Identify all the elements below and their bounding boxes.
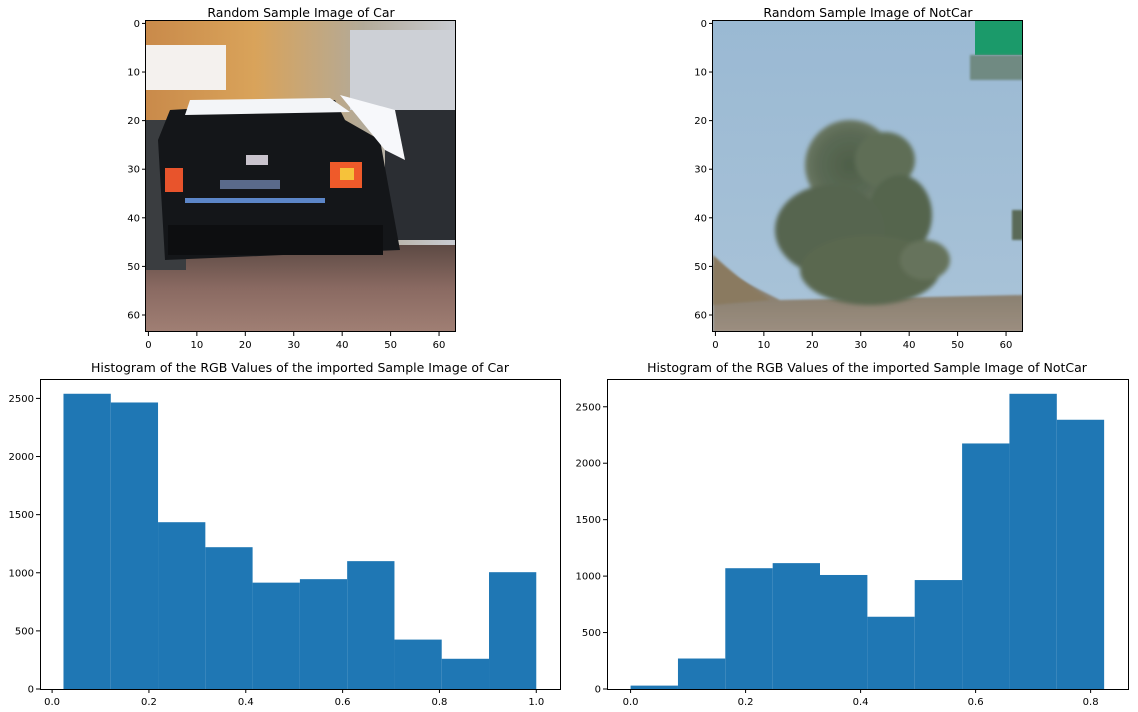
car-histogram-bar-5: [299, 579, 348, 689]
car-histogram-xtick-label-4: 0.8: [431, 697, 447, 708]
notcar-image-xtick-label-3: 30: [854, 340, 867, 351]
notcar-histogram-xtick-label-1: 0.2: [738, 697, 754, 708]
car-histogram-ytick-label-2: 1000: [9, 568, 34, 579]
notcar-image: [713, 21, 1023, 332]
car-histogram-bar-3: [205, 547, 253, 689]
notcar-image-xtick-label-4: 40: [903, 340, 916, 351]
car-image-xtick-label-0: 0: [145, 340, 151, 351]
car-histogram-xtick-label-2: 0.4: [238, 697, 254, 708]
notcar-histogram-frame: [607, 379, 1129, 690]
notcar-image-ytick-label-2: 20: [694, 116, 707, 127]
car-image-xtick-label-1: 10: [190, 340, 203, 351]
car-histogram-xtick-label-5: 1.0: [528, 697, 544, 708]
car-histogram-ytick-label-0: 0: [28, 685, 34, 696]
notcar-histogram-ytick-label-4: 2000: [576, 459, 601, 470]
car-image-xtick-label-6: 60: [433, 340, 446, 351]
notcar-histogram-bar-7: [962, 443, 1010, 689]
notcar-image-ytick-label-6: 60: [694, 310, 707, 321]
car-image-ytick-label-3: 30: [127, 165, 140, 176]
notcar-histogram-bar-4: [820, 574, 868, 689]
car-histogram-bar-6: [347, 561, 395, 689]
notcar-histogram-plot: 0.0 0.2 0.4 0.6 0.8 0 500 1000 1500 2000 2500: [576, 379, 1129, 708]
car-image-ytick-label-6: 60: [127, 310, 140, 321]
car-image-xtick-label-5: 50: [384, 340, 397, 351]
notcar-image-ytick-label-0: 0: [701, 19, 707, 30]
car-histogram-bar-7: [394, 639, 442, 689]
panel-car-image: Random Sample Image of Car 0 10 20 30 40 50 60…: [127, 5, 456, 351]
car-image-ytick-label-5: 50: [127, 262, 140, 273]
notcar-histogram-ytick-label-3: 1500: [576, 515, 601, 526]
notcar-histogram-ytick-label-1: 500: [582, 628, 601, 639]
car-histogram-bar-9: [489, 572, 537, 689]
notcar-image-title: Random Sample Image of NotCar: [763, 5, 973, 20]
notcar-histogram-bar-1: [677, 658, 726, 689]
notcar-histogram-bar-5: [867, 616, 915, 689]
car-histogram-ytick-label-4: 2000: [9, 452, 34, 463]
notcar-histogram-bar-6: [914, 580, 963, 689]
notcar-image-xtick-label-2: 20: [806, 340, 819, 351]
car-histogram-xtick-label-3: 0.6: [335, 697, 351, 708]
car-histogram-bar-0: [63, 393, 111, 689]
notcar-histogram-ytick-label-2: 1000: [576, 572, 601, 583]
notcar-histogram-xtick-label-2: 0.4: [853, 697, 869, 708]
panel-notcar-histogram: Histogram of the RGB Values of the impor…: [576, 360, 1129, 708]
notcar-image-ytick-label-3: 30: [694, 165, 707, 176]
car-image-title: Random Sample Image of Car: [207, 5, 395, 20]
car-histogram-xtick-label-1: 0.2: [141, 697, 157, 708]
panel-notcar-image: Random Sample Image of NotCar 0 10 20 30 40 5…: [694, 5, 1023, 351]
car-image-ytick-label-0: 0: [134, 19, 140, 30]
notcar-image-xtick-label-6: 60: [1000, 340, 1013, 351]
notcar-histogram-bar-2: [725, 568, 773, 689]
notcar-histogram-bar-0: [630, 685, 678, 689]
notcar-histogram-bar-8: [1009, 393, 1057, 689]
panel-car-histogram: Histogram of the RGB Values of the impor…: [9, 360, 561, 708]
notcar-histogram-ytick-label-0: 0: [595, 685, 601, 696]
notcar-histogram-bar-9: [1056, 419, 1105, 689]
car-image-xtick-label-4: 40: [336, 340, 349, 351]
notcar-image-xtick-label-0: 0: [712, 340, 718, 351]
car-histogram-bar-2: [158, 522, 206, 689]
car-histogram-ytick-label-3: 1500: [9, 510, 34, 521]
car-image-ytick-label-1: 10: [127, 68, 140, 79]
notcar-histogram-xtick-label-4: 0.8: [1083, 697, 1099, 708]
notcar-image-ytick-label-5: 50: [694, 262, 707, 273]
car-histogram-ytick-label-1: 500: [15, 626, 34, 637]
notcar-image-xtick-label-5: 50: [951, 340, 964, 351]
notcar-image-ytick-label-1: 10: [694, 68, 707, 79]
notcar-histogram-title: Histogram of the RGB Values of the impor…: [647, 360, 1088, 375]
notcar-histogram-xtick-label-3: 0.6: [968, 697, 984, 708]
notcar-image-ticks: 0 10 20 30 40 50 60 0 10 20 30 40 50 60: [694, 19, 1012, 351]
notcar-image-axes: [712, 20, 1023, 332]
car-image-xtick-label-3: 30: [287, 340, 300, 351]
car-image-ytick-label-2: 20: [127, 116, 140, 127]
car-image-xtick-label-2: 20: [239, 340, 252, 351]
car-histogram-plot: 0.0 0.2 0.4 0.6 0.8 1.0 0 500 1000 1500 2000 2500: [9, 379, 561, 708]
car-histogram-title: Histogram of the RGB Values of the impor…: [91, 360, 510, 375]
car-histogram-bar-4: [252, 582, 300, 689]
car-histogram-ytick-label-5: 2500: [9, 394, 34, 405]
car-image-ticks: 0 10 20 30 40 50 60 0 10 20 30 40 50 60: [127, 19, 445, 351]
car-histogram-frame: [40, 379, 561, 690]
car-histogram-bar-8: [441, 658, 490, 689]
notcar-image-ytick-label-4: 40: [694, 213, 707, 224]
notcar-histogram-bar-3: [772, 563, 821, 689]
car-image-axes: [145, 20, 456, 332]
notcar-image-xtick-label-1: 10: [757, 340, 770, 351]
car-image-ytick-label-4: 40: [127, 213, 140, 224]
car-image: [146, 21, 456, 332]
notcar-histogram-ytick-label-5: 2500: [576, 402, 601, 413]
car-histogram-bar-1: [110, 402, 159, 689]
notcar-histogram-xtick-label-0: 0.0: [623, 697, 639, 708]
car-histogram-xtick-label-0: 0.0: [44, 697, 60, 708]
